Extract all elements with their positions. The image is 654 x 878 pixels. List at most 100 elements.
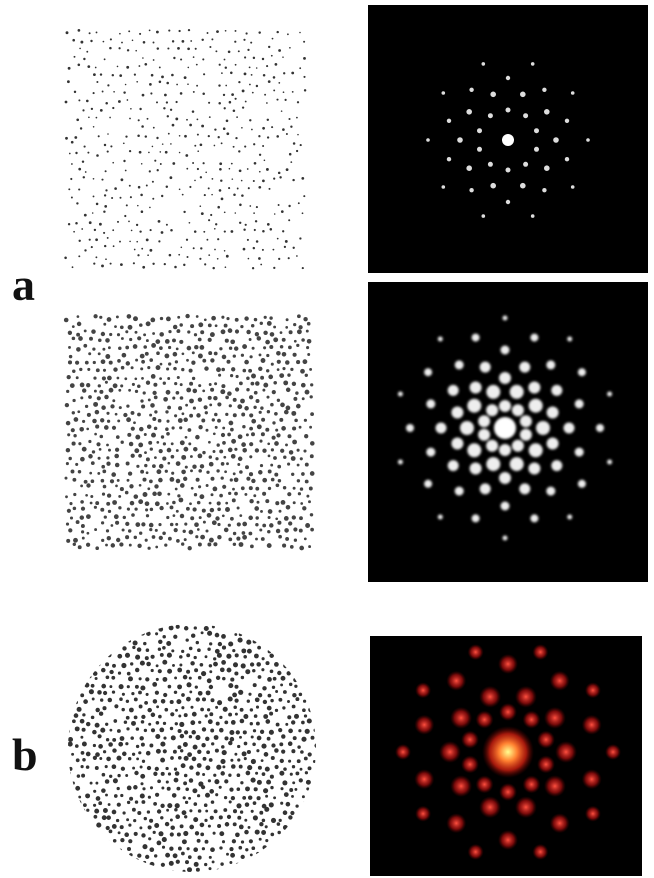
dot xyxy=(125,135,127,137)
dot xyxy=(168,30,170,32)
dot xyxy=(196,641,199,644)
dot xyxy=(251,432,255,436)
dot xyxy=(213,432,216,435)
dot xyxy=(73,538,78,543)
dot xyxy=(153,59,155,61)
dot xyxy=(120,825,124,829)
dot xyxy=(217,523,220,526)
dot xyxy=(244,830,249,835)
dot xyxy=(303,700,306,703)
dot xyxy=(263,331,267,335)
dot xyxy=(314,743,319,748)
dot xyxy=(270,775,274,779)
dot xyxy=(76,800,81,805)
dot xyxy=(66,670,71,675)
dot xyxy=(231,618,234,621)
dot xyxy=(237,404,242,409)
dot xyxy=(263,346,266,349)
dot xyxy=(270,464,273,467)
dot xyxy=(241,868,244,871)
dot xyxy=(198,322,203,327)
dot xyxy=(212,860,215,863)
dot xyxy=(297,745,300,748)
spot xyxy=(460,421,474,435)
dot xyxy=(139,151,142,154)
dot xyxy=(81,859,86,864)
dot xyxy=(82,758,86,762)
dot xyxy=(166,367,169,370)
dot xyxy=(256,749,259,752)
dot xyxy=(94,869,98,873)
dot xyxy=(314,773,319,778)
dot xyxy=(137,647,142,652)
dot xyxy=(110,38,112,40)
dot xyxy=(283,854,287,858)
dot xyxy=(159,464,164,469)
dot xyxy=(112,810,117,815)
dot xyxy=(175,722,178,725)
dot xyxy=(270,669,274,673)
dot xyxy=(129,241,131,243)
dot xyxy=(259,822,263,826)
spot xyxy=(515,686,537,708)
dot xyxy=(206,429,209,432)
dot xyxy=(89,221,92,224)
dot xyxy=(294,419,298,423)
dot xyxy=(237,745,240,748)
dot xyxy=(231,454,236,459)
dot xyxy=(141,360,145,364)
dot xyxy=(136,745,139,748)
dot xyxy=(236,730,240,734)
dot xyxy=(294,714,299,719)
dot xyxy=(265,795,268,798)
dot xyxy=(142,478,146,482)
dot xyxy=(75,701,78,704)
dot xyxy=(218,642,222,646)
dot xyxy=(143,642,146,645)
dot xyxy=(144,701,148,705)
dot xyxy=(249,205,251,207)
dot xyxy=(170,176,173,179)
spot xyxy=(468,844,484,860)
dot xyxy=(265,428,269,432)
dot xyxy=(111,676,115,680)
dot xyxy=(209,383,212,386)
dot xyxy=(86,483,90,487)
dot xyxy=(283,72,285,74)
dot xyxy=(67,375,71,379)
dot xyxy=(183,742,188,747)
dot xyxy=(184,76,187,79)
dot xyxy=(141,720,145,724)
dot xyxy=(318,678,322,682)
dot xyxy=(154,823,159,828)
dot xyxy=(112,107,114,109)
dot xyxy=(190,469,193,472)
dot xyxy=(316,779,319,782)
dot xyxy=(247,765,252,770)
dot xyxy=(271,363,274,366)
dot xyxy=(157,779,161,783)
dot xyxy=(113,778,118,783)
dot xyxy=(300,369,305,374)
dot xyxy=(200,176,202,178)
dot xyxy=(100,418,104,422)
dot xyxy=(124,720,127,723)
dot xyxy=(141,163,143,165)
dot xyxy=(209,712,213,716)
dot xyxy=(234,477,239,482)
dot xyxy=(274,441,279,446)
dot xyxy=(242,535,247,540)
dot xyxy=(235,137,237,139)
spot xyxy=(607,460,612,465)
dot xyxy=(156,664,159,667)
dot xyxy=(112,426,116,430)
dot xyxy=(258,693,262,697)
dot xyxy=(241,855,245,859)
dot xyxy=(92,212,94,214)
dot xyxy=(247,49,249,51)
dot xyxy=(138,499,143,504)
dot xyxy=(143,333,146,336)
dot xyxy=(141,743,145,747)
dot xyxy=(300,811,303,814)
dot xyxy=(146,662,151,667)
